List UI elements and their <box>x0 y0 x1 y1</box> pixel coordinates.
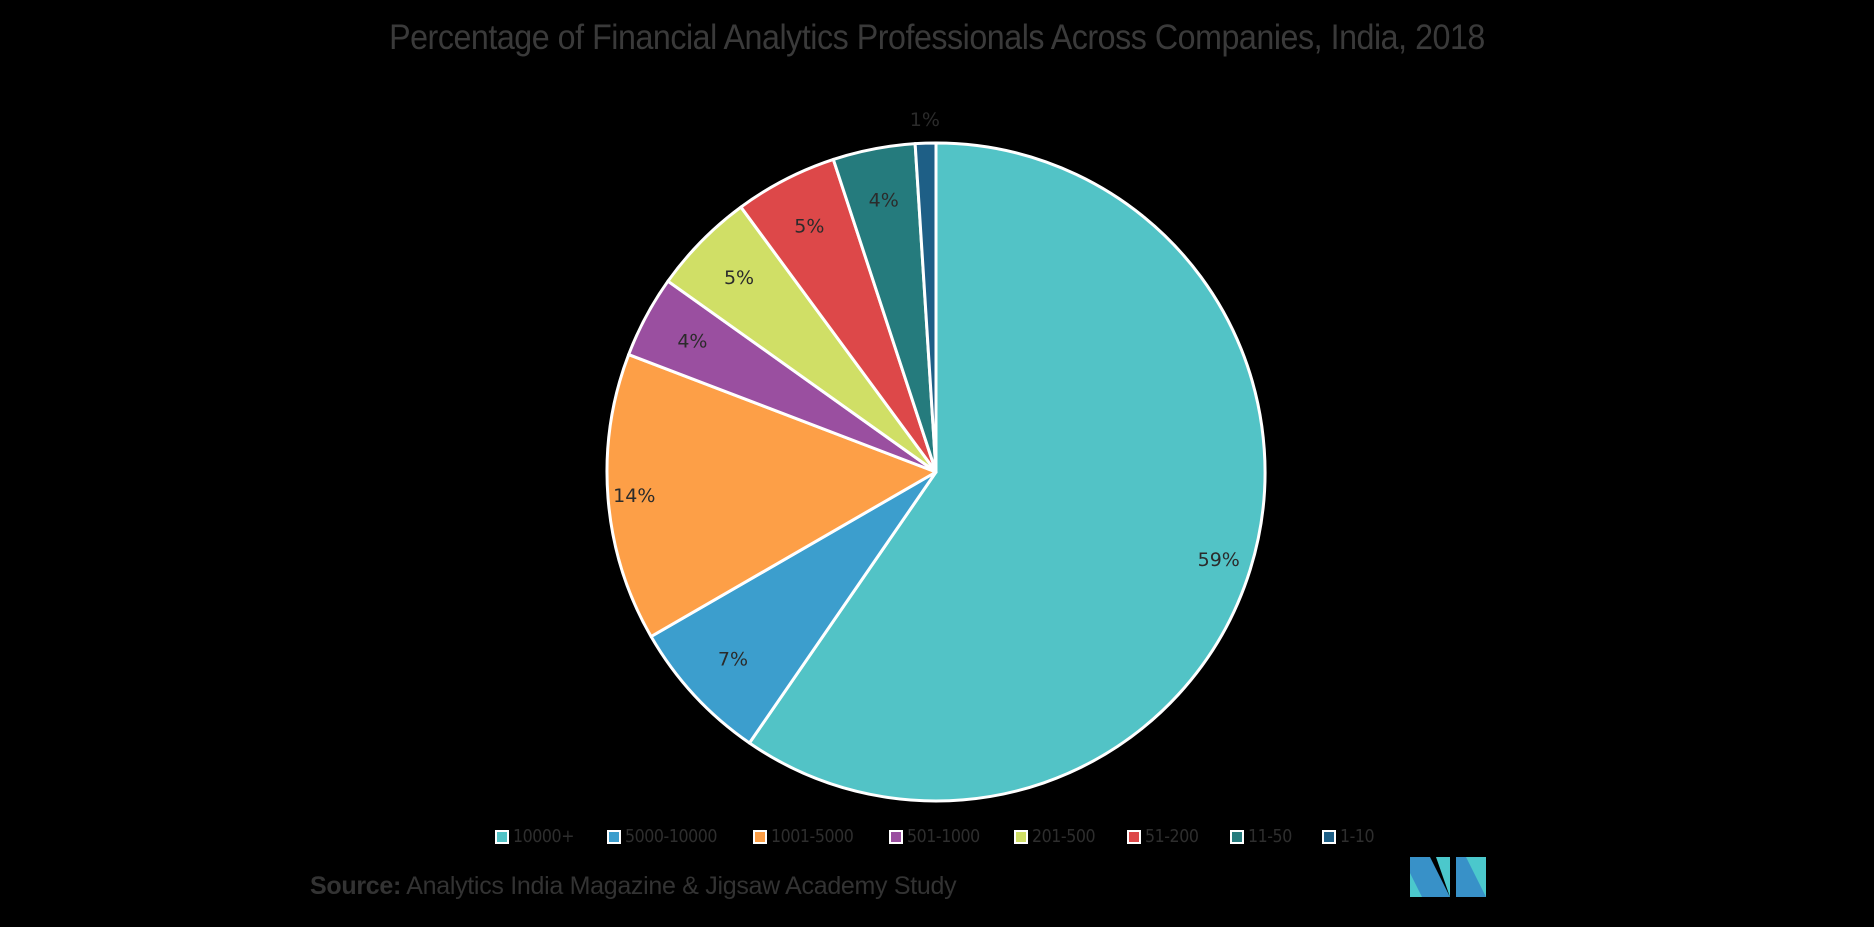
mordor-intelligence-logo-icon <box>1410 857 1486 897</box>
legend-label: 1001-5000 <box>771 826 854 847</box>
slice-label: 5% <box>794 215 824 237</box>
pie-slice-5000-10000[interactable] <box>649 470 938 745</box>
legend-label: 501-1000 <box>906 826 980 847</box>
legend-swatch-icon <box>606 829 621 844</box>
legend-item-10000plus[interactable]: 10000+ <box>495 826 582 847</box>
legend-swatch-icon <box>1127 829 1142 844</box>
source-text: Analytics India Magazine & Jigsaw Academ… <box>400 872 957 900</box>
legend-item-1001-5000[interactable]: 1001-5000 <box>753 826 865 847</box>
legend-swatch-icon <box>1230 829 1245 844</box>
slice-label: 14% <box>613 485 655 507</box>
legend-label: 1-10 <box>1339 826 1375 847</box>
chart-title: Percentage of Financial Analytics Profes… <box>389 18 1485 57</box>
source-prefix: Source: <box>310 872 401 900</box>
legend-label: 11-50 <box>1248 826 1292 847</box>
legend-swatch-icon <box>1321 829 1336 844</box>
legend-swatch-icon <box>495 829 510 844</box>
source-note: Source: Analytics India Magazine & Jigsa… <box>310 872 957 901</box>
slice-label: 4% <box>869 190 899 212</box>
legend-item-11-50[interactable]: 11-50 <box>1230 826 1298 847</box>
legend-label: 201-500 <box>1031 826 1096 847</box>
legend-item-51-200[interactable]: 51-200 <box>1127 826 1206 847</box>
slice-label: 7% <box>718 649 748 671</box>
legend-label: 10000+ <box>513 826 575 847</box>
legend-label: 51-200 <box>1145 826 1199 847</box>
legend-label: 5000-10000 <box>624 826 717 847</box>
legend-item-201-500[interactable]: 201-500 <box>1013 826 1104 847</box>
chart-legend: 10000+ 5000-10000 1001-5000 501-1000 201… <box>0 826 1874 847</box>
pie-slice-1-10[interactable] <box>913 141 938 474</box>
legend-item-1-10[interactable]: 1-10 <box>1321 826 1379 847</box>
pie-slices <box>605 141 1267 803</box>
legend-swatch-icon <box>888 829 903 844</box>
legend-swatch-icon <box>1013 829 1028 844</box>
legend-item-501-1000[interactable]: 501-1000 <box>888 826 990 847</box>
pie-slice-10000plus[interactable] <box>747 141 1267 803</box>
slice-label: 5% <box>724 267 754 289</box>
pie-labels: 59% 7% 14% 4% 5% 5% 4% 1% <box>613 109 1240 670</box>
slice-label: 4% <box>677 330 707 352</box>
pie-slice-1001-5000[interactable] <box>605 353 938 638</box>
legend-item-5000-10000[interactable]: 5000-10000 <box>606 826 730 847</box>
legend-swatch-icon <box>753 829 768 844</box>
slice-label: 1% <box>910 109 940 131</box>
slice-label: 59% <box>1198 549 1240 571</box>
